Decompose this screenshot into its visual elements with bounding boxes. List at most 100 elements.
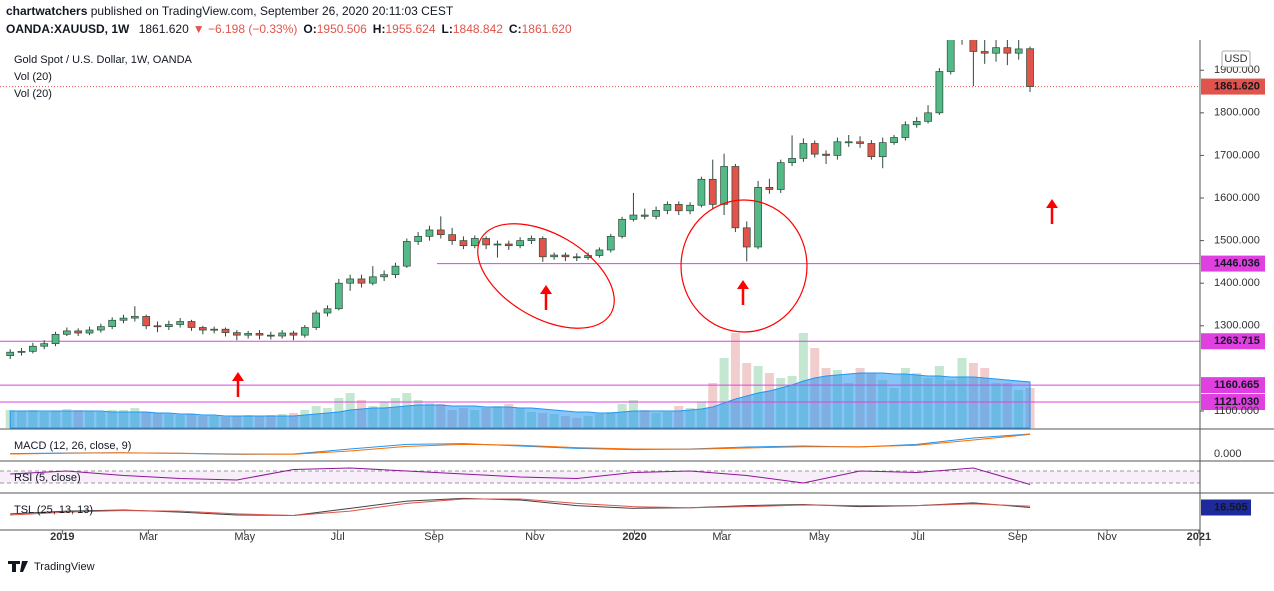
candle-body [538,238,547,258]
x-tick-label: May [809,531,830,543]
candle-body [6,351,15,356]
candle-body [708,178,717,205]
candle-body [1014,48,1023,54]
x-tick-label: 2019 [50,531,74,543]
price-badge [1201,78,1265,95]
y-tick-label: 1700.000 [1214,149,1260,161]
x-tick-label: Jul [911,531,925,543]
candle-body [51,333,60,345]
candle-body [584,255,592,258]
candle-body [221,328,230,333]
ohlc-value: 1950.506 [317,22,367,36]
price-axis [1200,40,1274,530]
candle-body [878,142,887,158]
x-tick-label: Sep [424,531,444,543]
candle-body [912,120,921,126]
candle-body [176,321,185,325]
volume-bar [708,383,718,428]
candle-body [606,235,615,251]
x-tick-label: Jul [331,531,345,543]
tsl-badge [1201,499,1251,516]
candle-body [527,238,536,241]
candle-body [380,274,388,278]
candle-body [232,332,241,336]
candle-body [346,278,354,284]
ohlc-key: H: [373,22,386,36]
last: 1861.620 [139,22,189,36]
candle-body [652,210,660,217]
axes: 1446.036 1263.715 1160.665 1121.0301100.000… [1200,50,1265,516]
candle-body [901,124,910,138]
x-tick-label: Sep [1008,531,1028,543]
pane-title: Gold Spot / U.S. Dollar, 1W, OANDA [14,54,193,66]
y-tick-label: 1600.000 [1214,192,1260,204]
line-badge [1201,333,1265,350]
candle-body [40,343,49,347]
volume-title: Vol (20) [14,88,52,100]
ellipse [680,199,808,333]
y-tick-label: 1400.000 [1214,277,1260,289]
candle-body [278,332,287,337]
candle-body [822,153,830,156]
indicator-line [10,497,1031,516]
arrows [232,199,1058,397]
candle-body [85,329,94,334]
candle-body [357,278,366,284]
ohlc: O:1950.506 H:1955.624 L:1848.842 C:1861.620 [303,22,572,36]
candle-body [493,243,502,246]
candle-body [799,143,808,159]
line-label: 1121.030 [1214,396,1259,408]
candle-body [640,214,649,217]
candle-body [108,319,117,327]
y-tick-label: 1800.000 [1214,107,1260,119]
line-badge [1201,394,1265,411]
candle-body [323,308,332,314]
published: published on TradingView.com, September … [91,4,454,18]
candle-body [300,327,309,336]
change: −6.198 (−0.33%) [208,22,297,36]
candle-body [289,332,298,336]
candle-body [856,141,864,144]
candle-body [720,166,728,205]
annotations [232,199,1058,397]
x-tick-label: Mar [139,531,158,543]
candle-body [867,143,876,158]
candle-body [516,240,524,247]
candle-body [844,141,853,144]
candle-body [244,333,253,336]
rsi-band [0,471,1200,483]
y-tick-label: 1100.000 [1214,405,1259,417]
candle-body [74,330,83,334]
candle-body [731,166,740,229]
candle-body [334,282,343,310]
candle-body [697,178,706,206]
candle-body [63,330,71,335]
candle-body [198,327,207,331]
candle-body [674,204,683,212]
candle-body [142,316,151,327]
candle-body [980,51,989,54]
x-tick-label: Nov [525,531,545,543]
x-tick-label: Nov [1097,531,1117,543]
candle-body [890,137,898,143]
y-tick-label: 1300.000 [1214,320,1260,332]
indicator-line [10,433,1031,455]
candle-body [448,234,456,241]
candle-body [29,345,37,352]
candle-body [1003,47,1012,54]
ohlc-key: O: [303,22,316,36]
candle-body [255,333,264,336]
candle-body [572,256,581,259]
candle-body [935,71,944,114]
indicator-panes [0,433,1200,516]
candle-body [788,158,796,164]
candle-body [130,316,139,319]
candle-body [312,312,320,328]
candle-body [96,326,105,331]
line-badge [1201,377,1265,394]
candle-body [119,317,128,321]
candle-body [153,325,162,328]
candle-body [368,276,377,284]
down-arrow: ▼ [193,22,205,36]
